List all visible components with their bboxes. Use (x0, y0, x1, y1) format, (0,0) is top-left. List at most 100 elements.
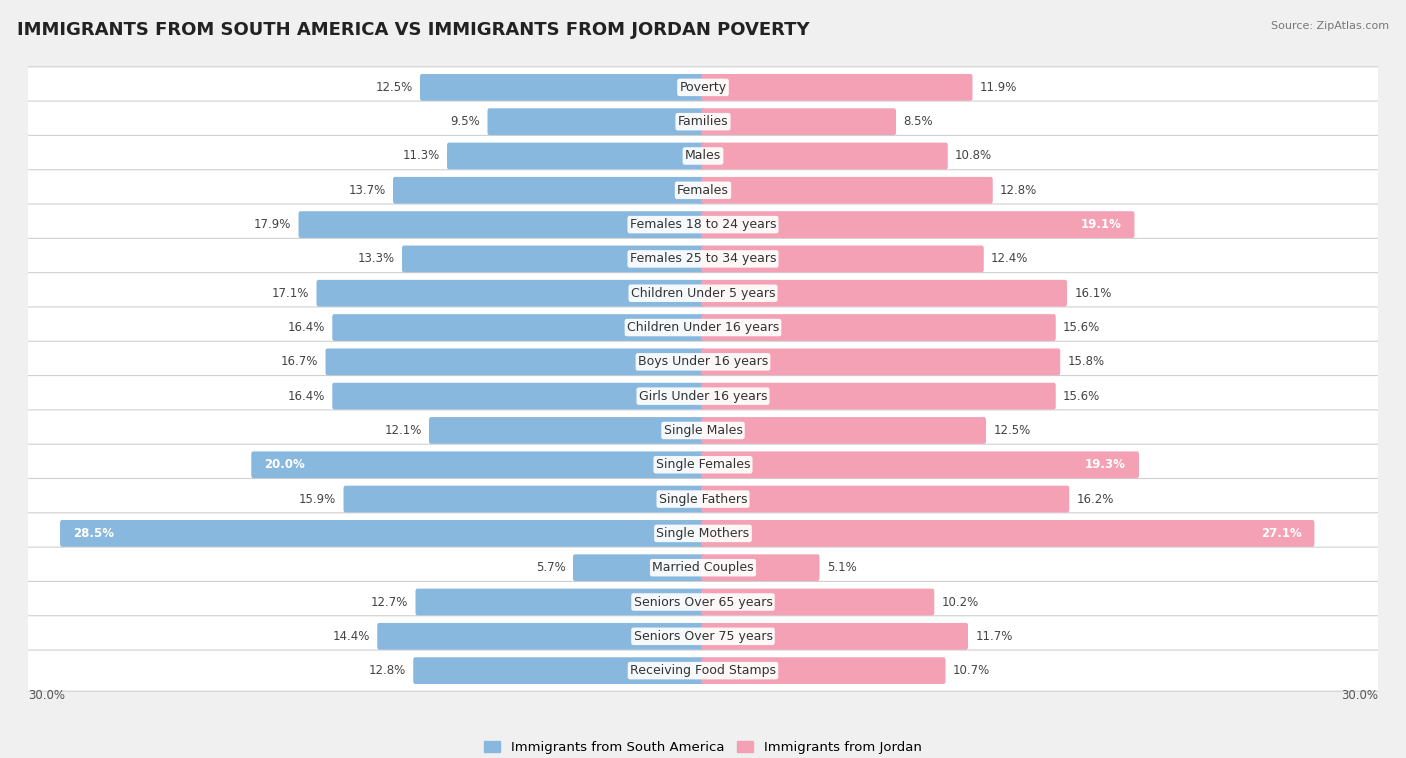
FancyBboxPatch shape (60, 520, 704, 547)
Text: 5.7%: 5.7% (536, 561, 565, 575)
FancyBboxPatch shape (25, 375, 1381, 417)
Text: 15.6%: 15.6% (1063, 321, 1099, 334)
FancyBboxPatch shape (25, 136, 1381, 177)
FancyBboxPatch shape (25, 341, 1381, 383)
Text: 16.4%: 16.4% (288, 321, 325, 334)
FancyBboxPatch shape (702, 74, 973, 101)
FancyBboxPatch shape (25, 410, 1381, 451)
FancyBboxPatch shape (25, 67, 1381, 108)
Text: Females: Females (678, 183, 728, 197)
Text: Children Under 16 years: Children Under 16 years (627, 321, 779, 334)
Text: 12.5%: 12.5% (993, 424, 1031, 437)
FancyBboxPatch shape (25, 478, 1381, 520)
FancyBboxPatch shape (402, 246, 704, 272)
Text: Single Females: Single Females (655, 459, 751, 471)
Text: Source: ZipAtlas.com: Source: ZipAtlas.com (1271, 21, 1389, 31)
Text: 10.2%: 10.2% (942, 596, 979, 609)
FancyBboxPatch shape (702, 452, 1139, 478)
Text: 17.1%: 17.1% (271, 287, 309, 299)
FancyBboxPatch shape (25, 273, 1381, 314)
Text: 27.1%: 27.1% (1261, 527, 1302, 540)
FancyBboxPatch shape (488, 108, 704, 135)
FancyBboxPatch shape (25, 547, 1381, 588)
Text: Females 25 to 34 years: Females 25 to 34 years (630, 252, 776, 265)
FancyBboxPatch shape (702, 657, 945, 684)
FancyBboxPatch shape (298, 211, 704, 238)
FancyBboxPatch shape (702, 554, 820, 581)
Text: 8.5%: 8.5% (903, 115, 932, 128)
Text: 13.7%: 13.7% (349, 183, 385, 197)
FancyBboxPatch shape (394, 177, 704, 204)
FancyBboxPatch shape (326, 349, 704, 375)
Text: 11.9%: 11.9% (980, 81, 1017, 94)
FancyBboxPatch shape (377, 623, 704, 650)
FancyBboxPatch shape (702, 246, 984, 272)
Text: 5.1%: 5.1% (827, 561, 856, 575)
Text: 19.3%: 19.3% (1085, 459, 1126, 471)
FancyBboxPatch shape (702, 108, 896, 135)
Text: Girls Under 16 years: Girls Under 16 years (638, 390, 768, 402)
FancyBboxPatch shape (25, 444, 1381, 485)
Text: 15.8%: 15.8% (1067, 356, 1105, 368)
Text: 10.7%: 10.7% (953, 664, 990, 677)
Text: Poverty: Poverty (679, 81, 727, 94)
FancyBboxPatch shape (574, 554, 704, 581)
Text: 12.4%: 12.4% (991, 252, 1028, 265)
FancyBboxPatch shape (702, 211, 1135, 238)
FancyBboxPatch shape (25, 513, 1381, 554)
FancyBboxPatch shape (702, 623, 967, 650)
Text: 15.9%: 15.9% (299, 493, 336, 506)
FancyBboxPatch shape (420, 74, 704, 101)
Text: 12.5%: 12.5% (375, 81, 413, 94)
Text: Seniors Over 75 years: Seniors Over 75 years (634, 630, 772, 643)
Legend: Immigrants from South America, Immigrants from Jordan: Immigrants from South America, Immigrant… (484, 741, 922, 753)
Text: Married Couples: Married Couples (652, 561, 754, 575)
FancyBboxPatch shape (25, 581, 1381, 622)
Text: 13.3%: 13.3% (357, 252, 395, 265)
Text: 28.5%: 28.5% (73, 527, 114, 540)
Text: 12.8%: 12.8% (1000, 183, 1038, 197)
FancyBboxPatch shape (702, 589, 934, 615)
Text: 12.7%: 12.7% (371, 596, 408, 609)
FancyBboxPatch shape (332, 314, 704, 341)
FancyBboxPatch shape (702, 314, 1056, 341)
Text: 14.4%: 14.4% (333, 630, 370, 643)
FancyBboxPatch shape (25, 101, 1381, 143)
Text: 9.5%: 9.5% (450, 115, 481, 128)
Text: Females 18 to 24 years: Females 18 to 24 years (630, 218, 776, 231)
FancyBboxPatch shape (702, 143, 948, 169)
FancyBboxPatch shape (413, 657, 704, 684)
FancyBboxPatch shape (447, 143, 704, 169)
FancyBboxPatch shape (25, 307, 1381, 348)
FancyBboxPatch shape (252, 452, 704, 478)
FancyBboxPatch shape (25, 238, 1381, 280)
Text: Single Males: Single Males (664, 424, 742, 437)
FancyBboxPatch shape (702, 520, 1315, 547)
Text: 15.6%: 15.6% (1063, 390, 1099, 402)
FancyBboxPatch shape (702, 486, 1069, 512)
Text: 16.4%: 16.4% (288, 390, 325, 402)
Text: Single Fathers: Single Fathers (659, 493, 747, 506)
Text: 11.3%: 11.3% (402, 149, 440, 162)
Text: 11.7%: 11.7% (976, 630, 1012, 643)
FancyBboxPatch shape (332, 383, 704, 409)
Text: Seniors Over 65 years: Seniors Over 65 years (634, 596, 772, 609)
FancyBboxPatch shape (316, 280, 704, 306)
FancyBboxPatch shape (702, 417, 986, 444)
FancyBboxPatch shape (429, 417, 704, 444)
FancyBboxPatch shape (702, 349, 1060, 375)
Text: 16.7%: 16.7% (281, 356, 318, 368)
FancyBboxPatch shape (416, 589, 704, 615)
FancyBboxPatch shape (343, 486, 704, 512)
Text: Receiving Food Stamps: Receiving Food Stamps (630, 664, 776, 677)
Text: Males: Males (685, 149, 721, 162)
Text: 12.1%: 12.1% (384, 424, 422, 437)
Text: 10.8%: 10.8% (955, 149, 993, 162)
Text: Single Mothers: Single Mothers (657, 527, 749, 540)
Text: Boys Under 16 years: Boys Under 16 years (638, 356, 768, 368)
Text: 30.0%: 30.0% (28, 689, 65, 702)
FancyBboxPatch shape (25, 170, 1381, 211)
Text: 30.0%: 30.0% (1341, 689, 1378, 702)
FancyBboxPatch shape (25, 204, 1381, 245)
Text: 19.1%: 19.1% (1081, 218, 1122, 231)
